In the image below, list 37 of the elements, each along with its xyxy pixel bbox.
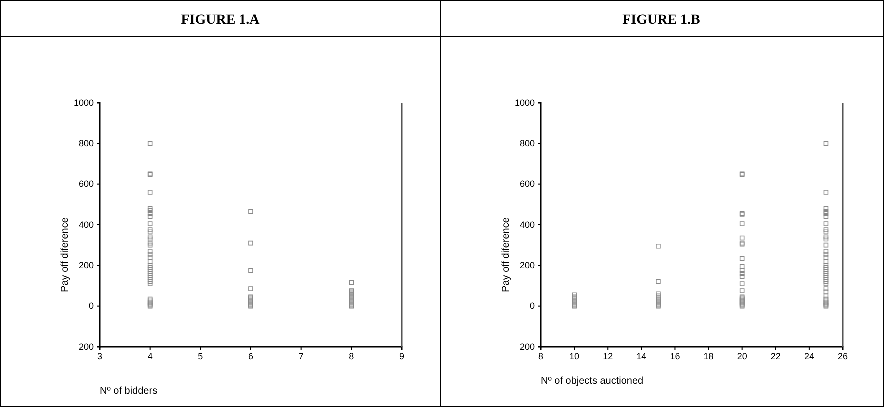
x-tick-label: 24 bbox=[804, 351, 814, 362]
y-tick-label: 200 bbox=[520, 342, 535, 352]
x-tick-label: 5 bbox=[198, 351, 204, 362]
y-tick-label: 0 bbox=[530, 301, 535, 312]
x-tick-label: 22 bbox=[770, 351, 781, 362]
y-tick-label: 600 bbox=[78, 179, 94, 190]
y-axis-title: Pay off diference bbox=[60, 217, 71, 292]
y-tick-label: 0 bbox=[88, 301, 94, 312]
chart-title: FIGURE 1.A bbox=[181, 13, 261, 28]
y-tick-label: 200 bbox=[78, 260, 94, 271]
y-tick-label: 1000 bbox=[74, 98, 94, 108]
y-tick-label: 200 bbox=[520, 260, 535, 271]
x-tick-label: 8 bbox=[538, 351, 544, 362]
y-tick-label: 800 bbox=[78, 138, 94, 149]
x-tick-label: 26 bbox=[838, 351, 848, 362]
x-tick-label: 14 bbox=[636, 351, 647, 362]
x-tick-label: 4 bbox=[148, 351, 153, 362]
x-tick-label: 3 bbox=[97, 351, 103, 362]
x-tick-label: 9 bbox=[399, 351, 405, 362]
x-tick-label: 7 bbox=[298, 351, 304, 362]
y-axis-title: Pay off diference bbox=[501, 217, 512, 292]
chart-title: FIGURE 1.B bbox=[622, 13, 700, 28]
y-tick-label: 600 bbox=[520, 179, 535, 190]
x-tick-label: 16 bbox=[670, 351, 680, 362]
y-tick-label: 200 bbox=[78, 342, 94, 352]
x-axis-title: Nº of objects auctioned bbox=[541, 376, 644, 387]
x-tick-label: 6 bbox=[248, 351, 254, 362]
x-axis-title: Nº of bidders bbox=[100, 386, 158, 397]
x-tick-label: 18 bbox=[704, 351, 714, 362]
y-tick-label: 1000 bbox=[514, 98, 535, 108]
x-tick-label: 10 bbox=[570, 351, 580, 362]
y-tick-label: 400 bbox=[78, 220, 94, 230]
y-tick-label: 800 bbox=[520, 138, 535, 149]
x-tick-label: 12 bbox=[603, 351, 614, 362]
y-tick-label: 400 bbox=[520, 220, 535, 230]
x-tick-label: 8 bbox=[349, 351, 354, 362]
x-tick-label: 20 bbox=[737, 351, 748, 362]
